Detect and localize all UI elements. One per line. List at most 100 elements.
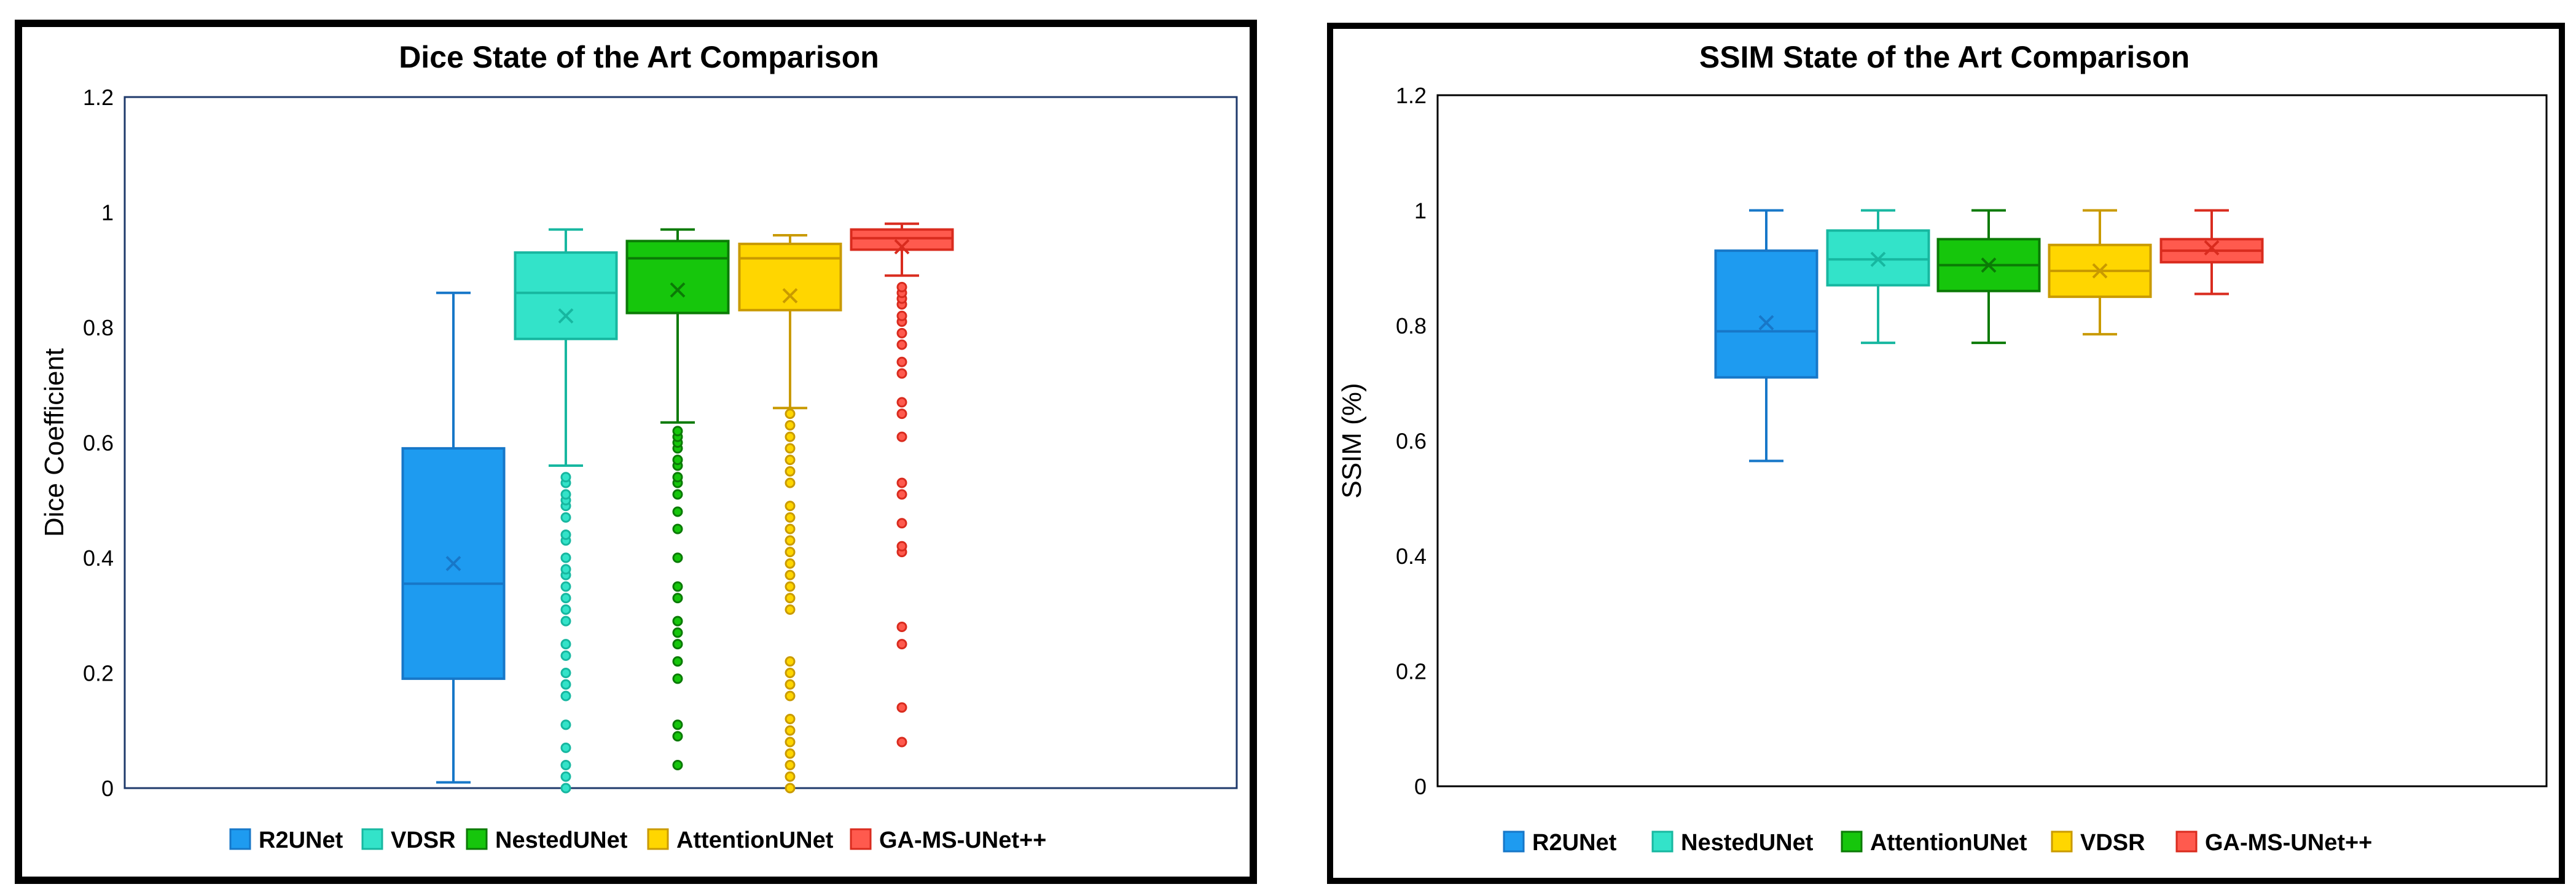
- outlier-point: [672, 581, 683, 592]
- outlier-point: [785, 558, 796, 569]
- y-tick-label: 0.8: [83, 315, 114, 340]
- outlier-point: [560, 742, 571, 753]
- outlier-point: [896, 639, 907, 650]
- iqr-box: [514, 251, 618, 340]
- outlier-point: [785, 737, 796, 748]
- legend-swatch: [1841, 831, 1863, 853]
- outlier-point: [560, 679, 571, 690]
- legend-swatch: [647, 828, 669, 850]
- mean-marker: [894, 239, 910, 255]
- legend-swatch: [2175, 831, 2198, 853]
- outlier-point: [560, 771, 571, 782]
- outlier-point: [785, 760, 796, 770]
- outlier-point: [560, 650, 571, 661]
- outlier-point: [896, 281, 907, 292]
- outlier-point: [785, 679, 796, 690]
- outlier-point: [785, 569, 796, 580]
- outlier-point: [896, 408, 907, 420]
- iqr-box: [738, 243, 842, 311]
- outlier-point: [560, 564, 571, 575]
- mean-marker: [445, 555, 461, 571]
- outlier-point: [785, 690, 796, 702]
- outlier-point: [672, 627, 683, 638]
- outlier-point: [560, 783, 571, 794]
- outlier-point: [785, 408, 796, 420]
- outlier-point: [672, 426, 683, 437]
- outlier-point: [896, 518, 907, 529]
- outlier-point: [785, 501, 796, 512]
- outlier-point: [560, 760, 571, 770]
- y-tick-label: 0.6: [83, 431, 114, 456]
- mean-marker: [670, 282, 686, 298]
- outlier-point: [896, 489, 907, 500]
- mean-marker: [558, 308, 574, 324]
- mean-marker: [2092, 263, 2108, 279]
- outlier-point: [785, 656, 796, 667]
- outlier-point: [785, 535, 796, 546]
- outlier-point: [672, 656, 683, 667]
- legend-swatch: [1503, 831, 1525, 853]
- box-r2unet: [1714, 209, 1818, 463]
- plot-area: [1436, 94, 2548, 788]
- y-tick-label: 0.8: [1396, 313, 1427, 338]
- outlier-point: [785, 581, 796, 592]
- outlier-point: [672, 731, 683, 742]
- outlier-point: [560, 593, 571, 604]
- outlier-point: [896, 339, 907, 350]
- y-tick-label: 0: [101, 776, 114, 801]
- box-nestedunet: [1826, 209, 1930, 345]
- outlier-point: [672, 673, 683, 684]
- legend-label: VDSR: [391, 827, 456, 853]
- mean-marker: [2204, 240, 2220, 256]
- outlier-point: [560, 719, 571, 730]
- outlier-point: [896, 431, 907, 442]
- legend-swatch: [1651, 831, 1674, 853]
- chart-panel-1: Dice State of the Art Comparison Dice Coe…: [15, 20, 1257, 884]
- y-axis-label: Dice Coefficient: [39, 348, 69, 537]
- box-attentionunet: [738, 234, 842, 794]
- outlier-point: [896, 737, 907, 748]
- outlier-point: [896, 541, 907, 552]
- legend-swatch: [361, 828, 383, 850]
- legend-swatch: [466, 828, 488, 850]
- box-vdsr: [514, 228, 618, 794]
- outlier-point: [785, 512, 796, 523]
- outlier-point: [560, 530, 571, 540]
- outlier-point: [785, 443, 796, 454]
- legend: R2UNet NestedUNet AttentionUNet VDSR GA-MS-U…: [1503, 830, 2372, 856]
- mean-marker: [1981, 257, 1997, 273]
- box-vdsr: [2048, 209, 2152, 336]
- legend-swatch: [2051, 831, 2073, 853]
- mean-marker: [1758, 315, 1774, 330]
- outlier-point: [672, 455, 683, 466]
- outlier-point: [560, 552, 571, 563]
- outlier-point: [560, 604, 571, 615]
- outlier-point: [785, 455, 796, 466]
- outlier-point: [560, 639, 571, 650]
- legend-label: VDSR: [2080, 830, 2145, 856]
- box-attentionunet: [1936, 209, 2041, 345]
- iqr-box: [625, 240, 730, 315]
- y-tick-label: 1: [101, 200, 114, 225]
- y-tick-label: 0: [1414, 774, 1427, 799]
- outlier-point: [896, 622, 907, 632]
- outlier-point: [560, 690, 571, 702]
- legend-label: AttentionUNet: [1870, 830, 2027, 856]
- y-tick-label: 0.4: [83, 545, 114, 571]
- outlier-point: [785, 523, 796, 534]
- outlier-point: [785, 714, 796, 724]
- y-tick-label: 1: [1414, 198, 1427, 224]
- outlier-point: [560, 489, 571, 500]
- outlier-point: [896, 310, 907, 321]
- y-tick-label: 0.6: [1396, 429, 1427, 454]
- legend-label: NestedUNet: [1681, 830, 1814, 856]
- outlier-point: [785, 771, 796, 782]
- outlier-point: [785, 431, 796, 442]
- outlier-point: [785, 420, 796, 431]
- outlier-point: [785, 547, 796, 558]
- outlier-point: [672, 489, 683, 500]
- outlier-point: [672, 760, 683, 770]
- legend-swatch: [229, 828, 251, 850]
- iqr-box: [401, 447, 506, 680]
